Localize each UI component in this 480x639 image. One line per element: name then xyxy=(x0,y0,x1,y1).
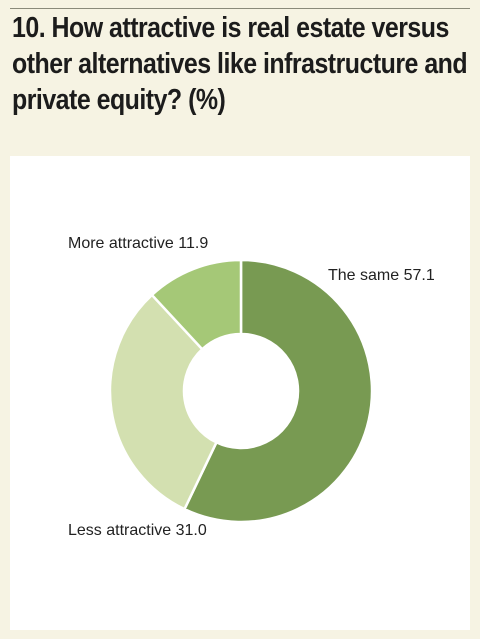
donut-slice-less-attractive xyxy=(108,293,219,511)
chart-title: 10. How attractive is real estate versus… xyxy=(12,12,468,116)
slice-label-the-same: The same 57.1 xyxy=(328,267,435,284)
slice-label-less-attractive: Less attractive 31.0 xyxy=(68,522,207,539)
slice-labels: The same 57.1 Less attractive 31.0 More at… xyxy=(68,235,435,539)
chart-panel: The same 57.1 Less attractive 31.0 More at… xyxy=(10,156,470,630)
donut-slice-more-attractive xyxy=(150,258,243,351)
donut-chart: The same 57.1 Less attractive 31.0 More at… xyxy=(68,235,435,539)
top-rule xyxy=(10,8,470,9)
donut-slice-the-same xyxy=(182,258,374,524)
donut-slices xyxy=(108,258,374,524)
slice-label-more-attractive: More attractive 11.9 xyxy=(68,235,208,252)
